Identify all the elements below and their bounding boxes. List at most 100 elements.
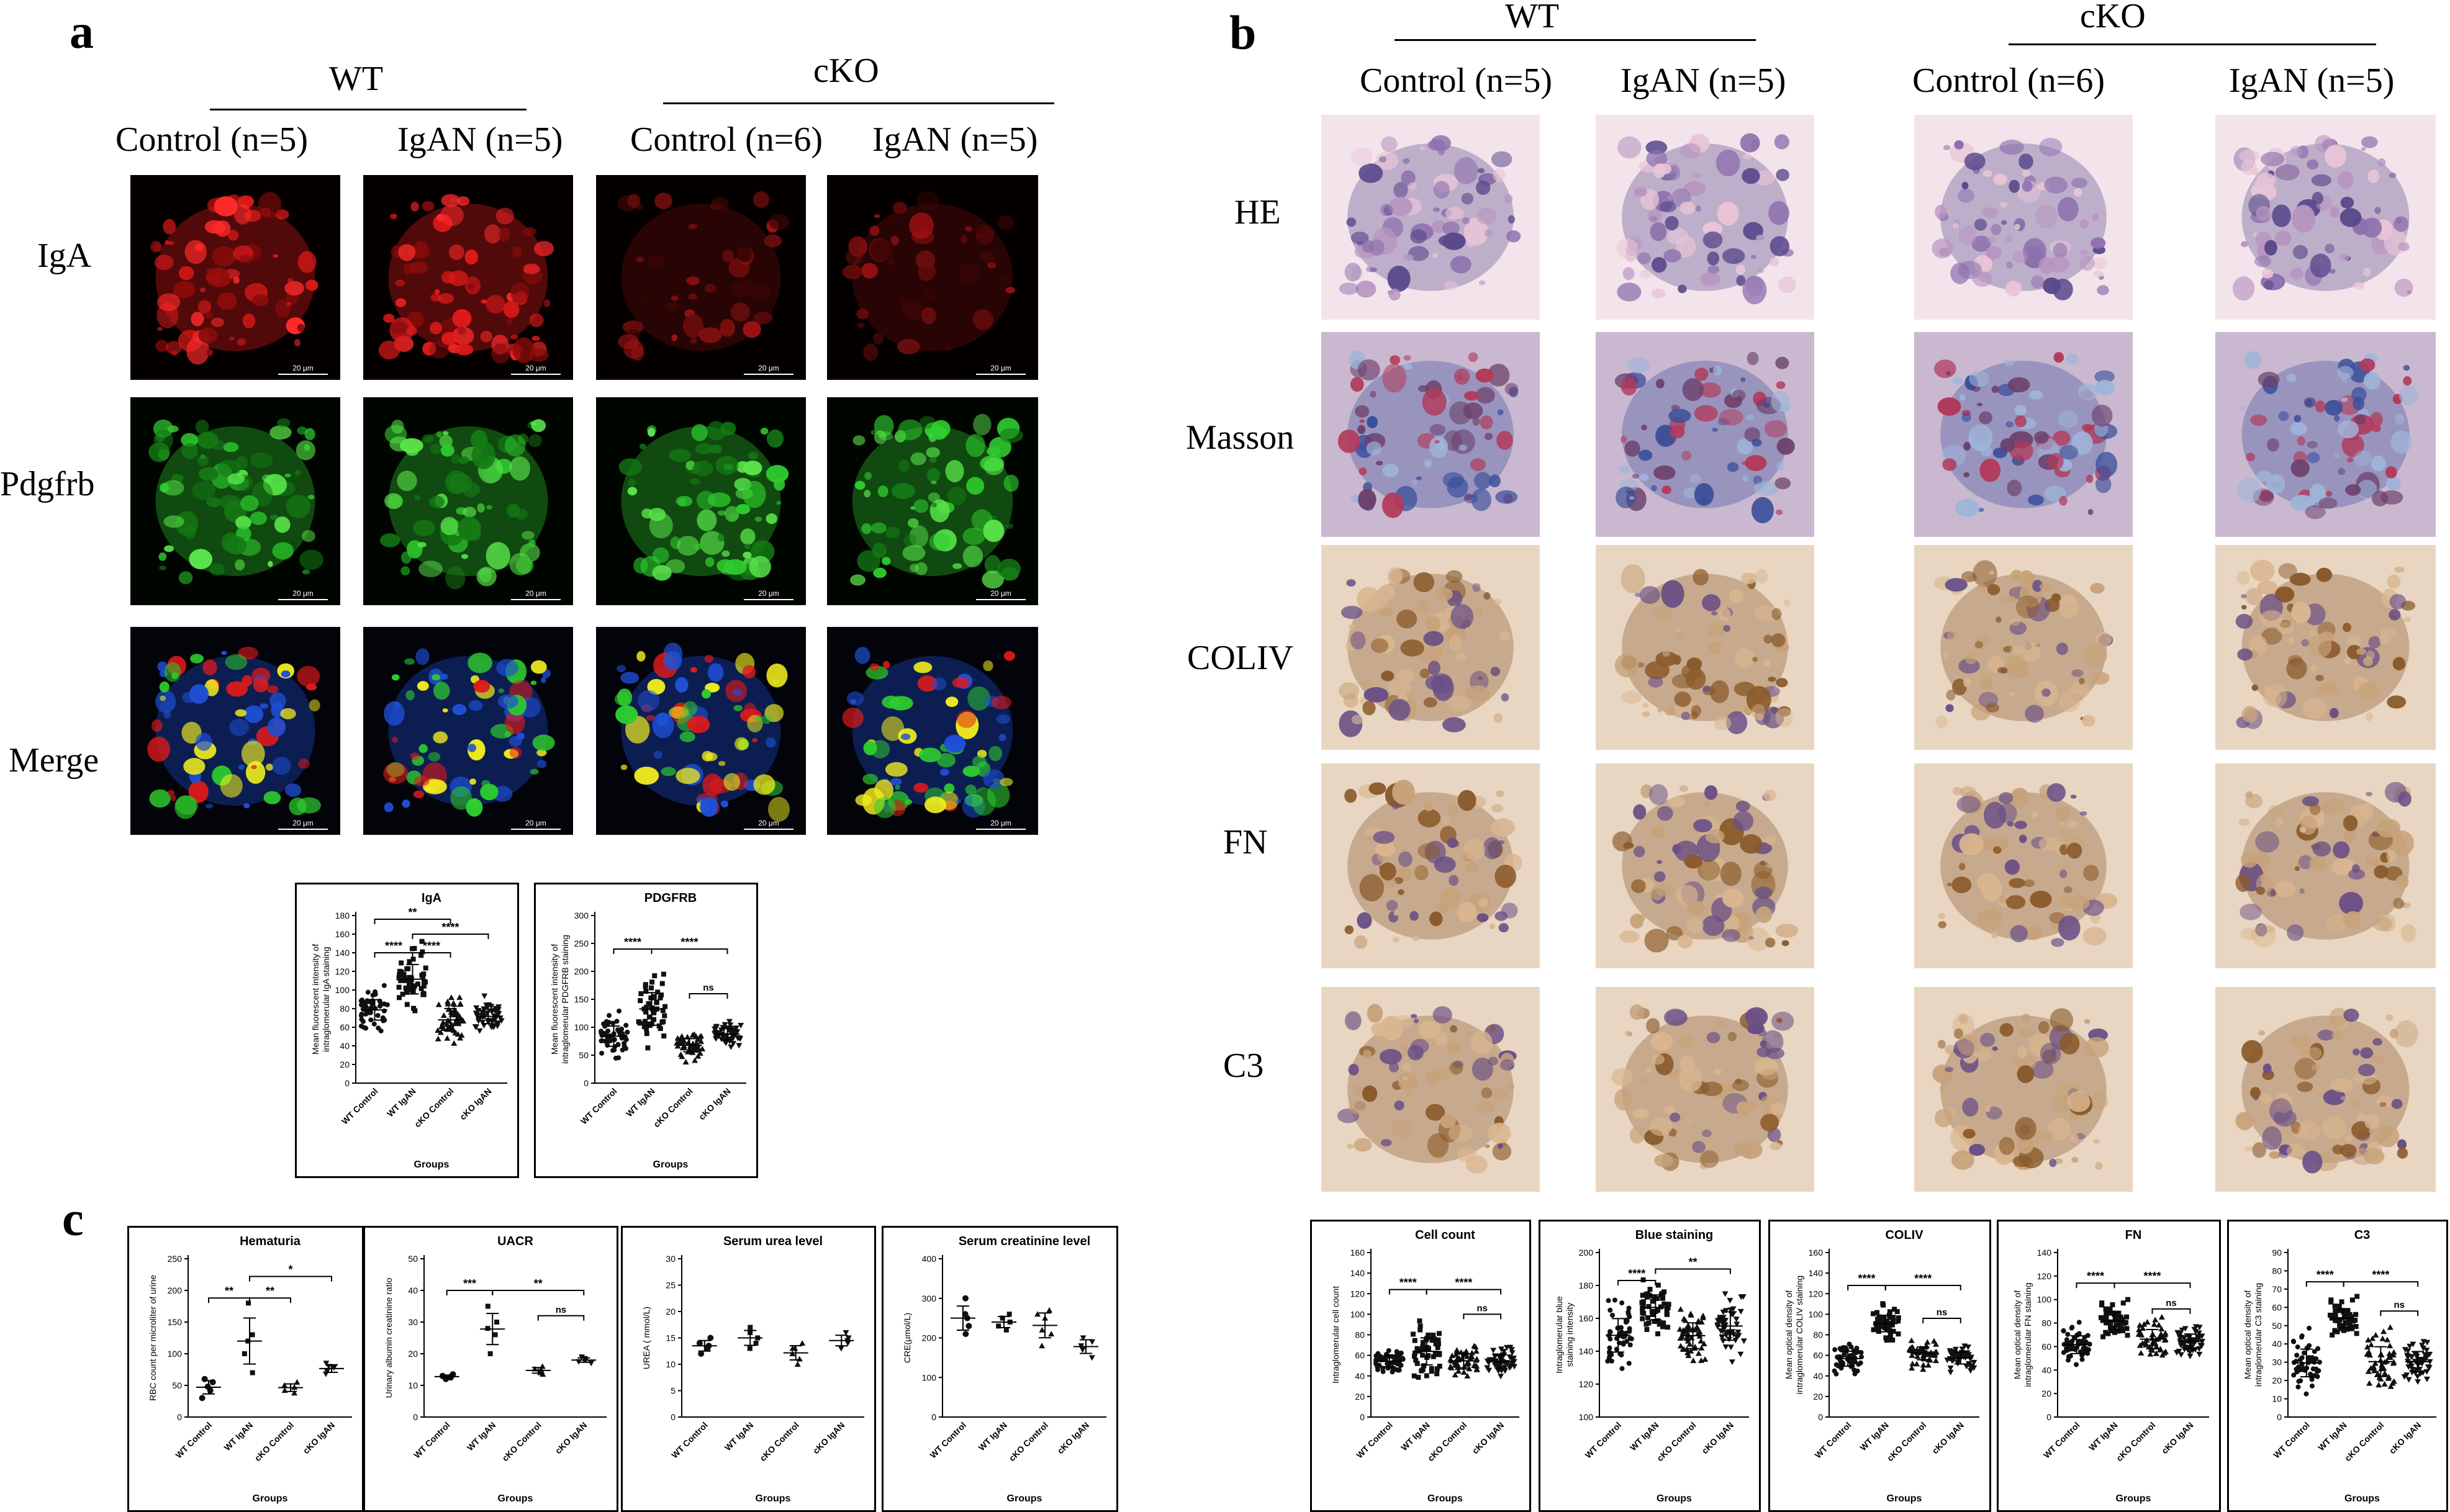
scale-bar-label: 20 μm <box>990 364 1011 372</box>
data-point <box>2385 1354 2392 1361</box>
data-point <box>1506 1365 1513 1371</box>
y-tick-label: 160 <box>1809 1248 1824 1258</box>
panel-a-cko-line <box>663 102 1054 104</box>
x-axis-label: Groups <box>1007 1493 1042 1504</box>
data-point <box>444 998 451 1004</box>
data-point <box>2152 1316 2159 1323</box>
data-point <box>493 1008 500 1014</box>
data-point <box>2179 1327 2186 1333</box>
data-point <box>1660 1324 1666 1330</box>
y-tick-label: 0 <box>2046 1412 2051 1422</box>
data-point <box>1034 1311 1041 1317</box>
x-tick-label: cKO Control <box>757 1420 801 1464</box>
data-point <box>1616 1325 1622 1331</box>
significance-label: ns <box>1476 1303 1488 1313</box>
data-point <box>2196 1325 2203 1331</box>
data-point <box>696 1340 703 1346</box>
data-point <box>1413 1350 1418 1356</box>
data-point <box>1385 1361 1390 1367</box>
data-point <box>652 973 658 979</box>
data-point <box>698 1351 705 1357</box>
data-point <box>2351 1318 2356 1323</box>
y-tick-label: 40 <box>1813 1371 1823 1381</box>
chart-title: Blue staining <box>1635 1228 1714 1242</box>
data-point <box>2348 1317 2353 1323</box>
data-point <box>1679 1346 1686 1352</box>
significance-bracket <box>2113 1282 2191 1289</box>
data-point <box>1719 1319 1725 1325</box>
data-point <box>1426 1332 1431 1338</box>
significance-label: **** <box>1858 1272 1875 1285</box>
panel-b-group-wt: WT <box>1505 0 1560 35</box>
significance-label: **** <box>1399 1277 1417 1289</box>
scale-bar-line <box>976 829 1026 830</box>
data-point <box>1896 1315 1901 1321</box>
data-point <box>2294 1352 2300 1358</box>
significance-label: **** <box>1914 1272 1932 1285</box>
data-point <box>1908 1337 1915 1343</box>
significance-bracket <box>1655 1268 1731 1274</box>
data-point <box>2114 1322 2120 1328</box>
data-point <box>371 1021 377 1027</box>
data-point <box>1413 1357 1419 1363</box>
data-point <box>2190 1337 2197 1343</box>
data-point <box>1702 1356 1709 1362</box>
data-point <box>2328 1297 2334 1303</box>
data-point <box>1435 1345 1440 1351</box>
data-point <box>2076 1331 2082 1336</box>
x-tick-label: WT IgAN <box>1399 1420 1432 1453</box>
data-point <box>1698 1344 1705 1351</box>
data-point <box>479 1009 486 1015</box>
y-tick-label: 30 <box>408 1317 418 1327</box>
micrograph-b-fn-3 <box>1914 763 2133 968</box>
data-point <box>1468 1349 1475 1356</box>
data-point <box>444 1021 451 1027</box>
data-point <box>2332 1328 2338 1333</box>
data-point <box>476 1017 482 1024</box>
data-point <box>1881 1324 1886 1330</box>
data-point <box>2195 1330 2202 1336</box>
data-point <box>484 1010 491 1017</box>
data-point <box>415 981 420 987</box>
data-point <box>1723 1333 1730 1339</box>
panel-a-group-cko: cKO <box>813 52 879 90</box>
data-point <box>1894 1309 1900 1315</box>
data-point <box>685 1040 692 1046</box>
data-point <box>475 1007 482 1014</box>
micrograph-b-masson-3 <box>1914 332 2133 537</box>
data-point <box>1928 1352 1935 1358</box>
panel-b-col-2: IgAN (n=5) <box>1621 61 1786 100</box>
y-axis-label-line: intraglomerular IgA staining <box>321 947 331 1052</box>
data-point <box>677 1036 684 1042</box>
data-point <box>643 1019 648 1024</box>
data-point <box>2290 1338 2296 1344</box>
data-point <box>1447 1363 1454 1369</box>
y-tick-label: 30 <box>2272 1357 2282 1367</box>
data-point <box>2302 1350 2307 1356</box>
significance-label: **** <box>385 940 402 952</box>
data-point <box>407 988 413 993</box>
data-point <box>2382 1370 2389 1377</box>
significance-label: * <box>288 1264 292 1276</box>
x-tick-label: WT Control <box>669 1420 710 1460</box>
x-tick-label: cKO IgAN <box>1470 1420 1506 1456</box>
x-tick-label: cKO IgAN <box>1055 1420 1092 1456</box>
data-point <box>399 960 404 966</box>
data-point <box>612 1047 617 1053</box>
data-point <box>965 1323 972 1330</box>
data-point <box>2118 1324 2123 1330</box>
data-point <box>2424 1339 2431 1346</box>
scale-bar: 20 μm <box>511 819 561 830</box>
data-point <box>381 1008 387 1014</box>
x-axis-label: Groups <box>1657 1493 1692 1504</box>
data-point <box>1657 1321 1662 1327</box>
data-point <box>2312 1373 2317 1379</box>
chart-urea: Serum urea level 0 5 10 15 20 25 30 UREA ( mmol/… <box>621 1226 876 1512</box>
data-point <box>2380 1328 2387 1334</box>
data-point <box>2347 1322 2353 1328</box>
data-point <box>2337 1308 2343 1313</box>
data-point <box>2368 1341 2375 1348</box>
data-point <box>381 1018 386 1024</box>
data-point <box>396 975 402 981</box>
data-point <box>1641 1310 1647 1316</box>
